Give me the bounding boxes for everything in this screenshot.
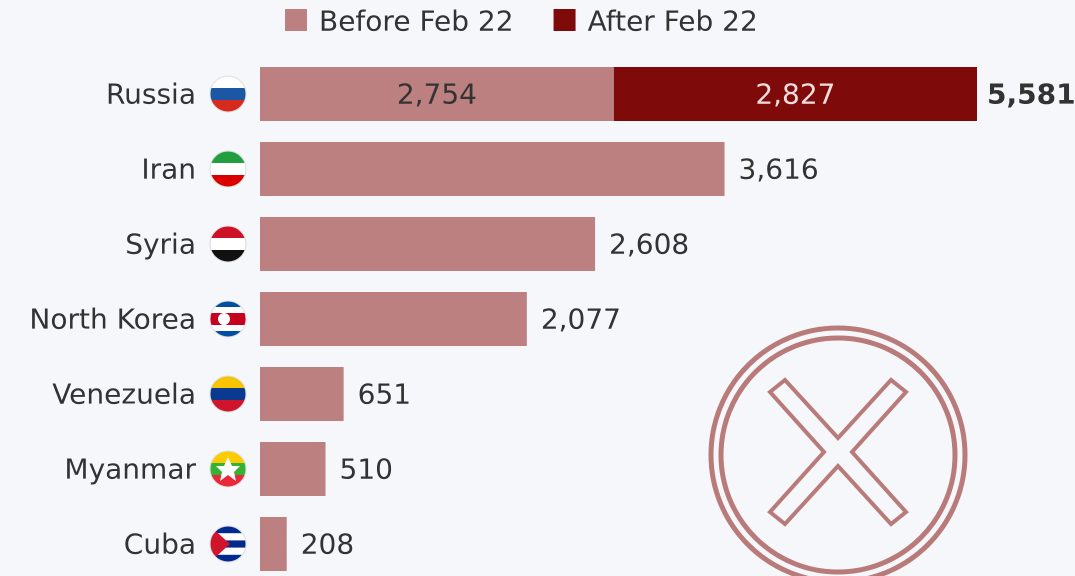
flag [210, 301, 246, 337]
category-label: Syria [125, 228, 196, 261]
value-label: 2,608 [609, 228, 689, 261]
bar [260, 217, 596, 271]
flag-stripe [210, 475, 246, 487]
bar [260, 67, 614, 121]
flag-stripe [210, 400, 246, 412]
flag-border [209, 225, 247, 263]
category-label: Cuba [124, 528, 196, 561]
flag [210, 526, 246, 562]
flag-border [209, 450, 247, 488]
flag [210, 76, 246, 112]
value-label: 2,077 [541, 303, 621, 336]
flag-star [216, 457, 240, 481]
value-label: 651 [358, 378, 411, 411]
flag-stripe [210, 226, 246, 239]
value-label: 510 [340, 453, 393, 486]
flag-stripe [210, 151, 246, 164]
flag-stripe [210, 163, 246, 176]
flag-stripe [210, 388, 246, 401]
value-label: 3,616 [739, 153, 819, 186]
value-label: 208 [301, 528, 354, 561]
flag-triangle [210, 526, 230, 562]
flag-stripe [210, 301, 246, 308]
flag-border [209, 75, 247, 113]
flag [210, 226, 246, 262]
flag-stripe [210, 175, 246, 187]
category-label: Venezuela [52, 378, 196, 411]
legend-label: Before Feb 22 [319, 5, 514, 38]
flag-border [209, 525, 247, 563]
flag [210, 376, 246, 412]
flag-stripe [210, 88, 246, 101]
category-label: Iran [141, 153, 196, 186]
bar [260, 292, 527, 346]
flag-emblem [218, 313, 230, 325]
flag-stripe [210, 325, 246, 332]
bar [260, 367, 344, 421]
category-label: North Korea [29, 303, 196, 336]
category-label: Russia [106, 78, 196, 111]
flag-stripe [210, 533, 246, 541]
total-label: 5,581 [987, 78, 1075, 111]
legend-label: After Feb 22 [588, 5, 758, 38]
flag-stripe [210, 554, 246, 562]
category-label: Myanmar [64, 453, 196, 486]
bar [260, 442, 326, 496]
flag-stripe [210, 547, 246, 556]
legend-swatch [285, 9, 307, 31]
flag-stripe [210, 526, 246, 534]
flag-stripe [210, 376, 246, 389]
flag-stripe [210, 250, 246, 262]
bar [260, 517, 287, 571]
flag-border [209, 150, 247, 188]
flag [210, 151, 246, 187]
flag-stripe [210, 238, 246, 251]
bar [260, 142, 725, 196]
sanction-icon [708, 325, 968, 576]
flag-stripe [210, 307, 246, 314]
flag-stripe [210, 100, 246, 112]
flag-border [209, 375, 247, 413]
flag [210, 451, 246, 487]
flag-border [209, 300, 247, 338]
value-label: 2,754 [397, 78, 477, 111]
legend-swatch [553, 9, 576, 31]
flag-stripe [210, 331, 246, 337]
bar [613, 67, 977, 121]
flag-stripe [210, 76, 246, 89]
value-label: 2,827 [755, 78, 835, 111]
